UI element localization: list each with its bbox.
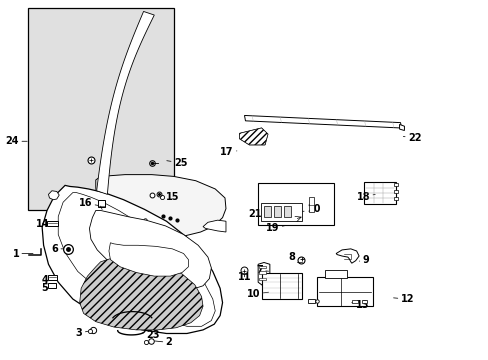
Text: 18: 18 [356, 192, 374, 202]
Bar [393, 183, 397, 186]
Polygon shape [48, 191, 59, 200]
Text: 14: 14 [36, 219, 55, 229]
Text: 13: 13 [351, 300, 368, 310]
Bar [351, 300, 357, 303]
Polygon shape [244, 116, 401, 128]
Text: 17: 17 [220, 147, 236, 157]
Text: 4: 4 [41, 275, 54, 285]
Polygon shape [80, 257, 203, 330]
Text: 7: 7 [256, 265, 268, 275]
Polygon shape [335, 249, 358, 263]
Bar [309, 197, 314, 212]
Bar [361, 300, 366, 303]
Polygon shape [239, 128, 267, 145]
Polygon shape [258, 262, 269, 286]
Text: 20: 20 [302, 204, 320, 215]
Text: 11: 11 [237, 272, 251, 282]
Text: 10: 10 [246, 289, 268, 299]
Text: 6: 6 [51, 244, 65, 254]
Text: 1: 1 [13, 248, 33, 258]
Text: 3: 3 [76, 328, 88, 338]
Bar [27, 8, 173, 211]
Bar [259, 271, 266, 274]
Polygon shape [399, 125, 404, 131]
Text: 8: 8 [288, 252, 299, 262]
Text: 12: 12 [393, 294, 413, 304]
Bar [98, 201, 105, 207]
Polygon shape [89, 211, 211, 289]
Bar [307, 299, 315, 303]
Polygon shape [97, 12, 154, 194]
Polygon shape [58, 193, 215, 326]
Bar [258, 183, 333, 225]
Text: 21: 21 [247, 209, 264, 219]
Text: 15: 15 [162, 192, 179, 202]
Polygon shape [42, 185, 222, 333]
Bar [48, 275, 57, 280]
Text: 5: 5 [41, 283, 54, 293]
Bar [274, 206, 281, 217]
Bar [260, 203, 302, 221]
Polygon shape [96, 175, 225, 237]
Bar [325, 270, 346, 278]
Bar [259, 278, 266, 280]
Text: 22: 22 [403, 133, 421, 143]
FancyBboxPatch shape [364, 182, 395, 204]
Bar [393, 190, 397, 193]
Text: 24: 24 [6, 136, 27, 146]
Polygon shape [109, 243, 188, 276]
Bar [48, 283, 56, 288]
Bar [316, 277, 372, 306]
Bar [393, 197, 397, 200]
Text: 2: 2 [154, 337, 172, 347]
Text: 25: 25 [166, 158, 187, 168]
Polygon shape [239, 128, 267, 145]
Text: 23: 23 [142, 330, 159, 340]
Bar [264, 206, 271, 217]
Bar [284, 206, 290, 217]
Text: 19: 19 [265, 224, 285, 233]
Text: 9: 9 [359, 255, 368, 265]
Bar [47, 221, 58, 226]
Bar [259, 266, 266, 268]
Text: 16: 16 [79, 198, 98, 208]
Polygon shape [203, 220, 225, 232]
Bar [261, 273, 301, 299]
